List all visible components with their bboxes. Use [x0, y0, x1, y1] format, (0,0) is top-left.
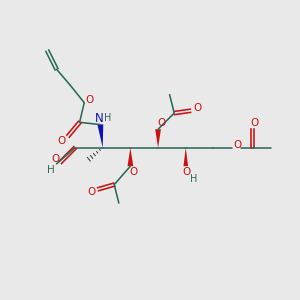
Polygon shape: [128, 148, 133, 166]
Text: O: O: [158, 118, 166, 128]
Polygon shape: [98, 124, 103, 148]
Text: O: O: [86, 95, 94, 105]
Text: O: O: [87, 187, 95, 196]
Text: O: O: [193, 103, 201, 113]
Polygon shape: [184, 148, 188, 166]
Text: N: N: [95, 112, 103, 125]
Text: O: O: [52, 154, 60, 164]
Text: O: O: [183, 167, 191, 177]
Text: H: H: [47, 165, 55, 175]
Text: O: O: [130, 167, 138, 177]
Text: H: H: [190, 174, 197, 184]
Text: O: O: [251, 118, 259, 128]
Text: O: O: [234, 140, 242, 150]
Text: H: H: [103, 113, 111, 123]
Polygon shape: [155, 129, 161, 148]
Text: O: O: [57, 136, 65, 146]
